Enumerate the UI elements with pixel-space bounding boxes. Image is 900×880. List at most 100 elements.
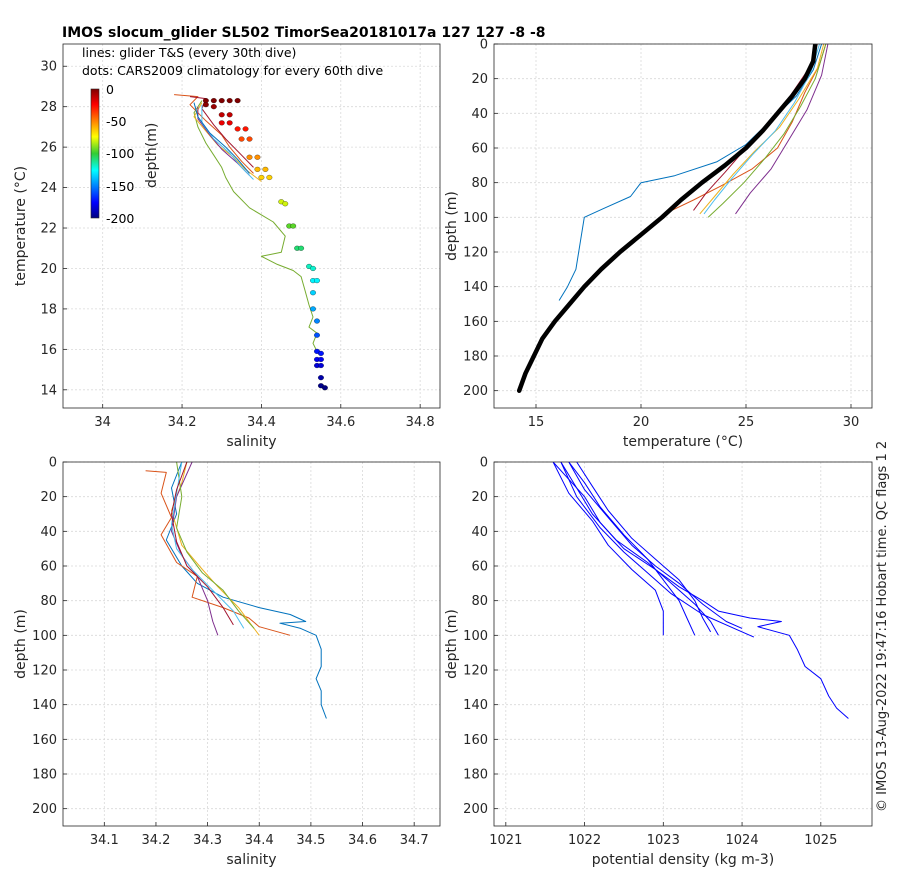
y-tick-label: 80 [471,176,488,191]
series-line [560,462,755,638]
y-tick-label: 140 [463,280,488,295]
y-tick-label: 160 [463,733,488,748]
y-tick-label: 120 [32,664,57,679]
y-axis-label: depth (m) [444,609,460,679]
x-tick-label: 34 [94,415,111,430]
plot-area [145,462,327,719]
climatology-dot [226,112,233,118]
colorbar-label: depth(m) [144,123,160,188]
x-tick-label: 1022 [568,833,601,848]
climatology-dot [258,174,265,181]
series-line [193,102,250,174]
colorbar-tick: 0 [106,82,114,97]
axes-frame [62,461,441,827]
y-tick-label: 40 [471,107,488,122]
y-tick-label: 140 [32,698,57,713]
x-axis-label: salinity [226,434,276,450]
colorbar-tick: -200 [106,211,134,226]
x-tick-label: 34.7 [400,833,429,848]
climatology-dot [282,201,289,207]
series-line [576,462,712,633]
series-line [552,462,664,636]
x-tick-label: 1021 [489,833,522,848]
x-tick-label: 34.2 [168,415,197,430]
y-tick-label: 100 [32,629,57,644]
series-line [193,100,318,352]
y-tick-label: 160 [32,733,57,748]
y-tick-label: 60 [40,560,57,575]
x-tick-label: 20 [633,415,650,430]
series-line [165,462,327,719]
y-tick-label: 26 [40,141,57,156]
series-line [707,44,827,218]
panel-temperature-depth: 15 20 25 30 0 20 40 60 80 100 120 140 160 180 200 tempe… [444,38,873,450]
y-tick-label: 180 [463,350,488,365]
climatology-dot [234,126,241,132]
y-tick-label: 0 [480,38,488,53]
y-tick-label: 200 [463,802,488,817]
climatology-dot [226,120,233,126]
series-line [145,470,291,636]
y-tick-label: 16 [40,343,57,358]
climatology-dot [210,104,217,110]
series-line [703,44,820,215]
climatology-dot [317,375,324,381]
axes-frame [493,461,873,827]
x-tick-label: 30 [843,415,860,430]
plot-area [552,462,849,719]
x-tick-label: 34.6 [326,415,355,430]
climatology-dot [266,174,273,181]
x-tick-label: 1024 [726,833,759,848]
climatology-dot [317,362,324,369]
climatology-dot [309,265,317,272]
series-line [174,94,254,174]
axes-frame [493,43,873,409]
y-tick-label: 14 [40,383,57,398]
colorbar-gradient [90,88,100,219]
climatology-line [516,44,818,393]
y-axis-label: temperature (°C) [13,166,29,286]
y-tick-label: 200 [463,384,488,399]
x-tick-label: 34.8 [406,415,435,430]
climatology-dot [210,97,217,104]
y-axis-label: depth (m) [13,609,29,679]
series-line [176,462,255,629]
legend-dots-text: dots: CARS2009 climatology for every 60t… [82,63,383,78]
x-tick-label: 1023 [647,833,680,848]
climatology-dot [202,102,209,108]
y-tick-label: 22 [40,222,57,237]
climatology-dot [321,385,328,391]
climatology-dot [313,318,321,324]
y-tick-label: 20 [471,72,488,87]
y-tick-label: 200 [32,802,57,817]
x-tick-label: 34.5 [296,833,325,848]
panel-density-depth: 1021 1022 1023 1024 1025 0 20 40 60 80 100 120 140 16… [444,456,873,868]
y-tick-label: 100 [463,629,488,644]
climatology-dot [309,306,317,312]
colorbar-tick: -150 [106,179,134,194]
x-tick-label: 15 [528,415,545,430]
climatology-dot [246,136,253,142]
x-tick-label: 34.6 [348,833,377,848]
climatology-dot [313,332,321,338]
y-tick-label: 140 [463,698,488,713]
colorbar: 0 -50 -100 -150 -200 depth(m) [90,82,160,226]
climatology-dot [317,350,324,357]
y-tick-label: 80 [40,594,57,609]
y-tick-label: 120 [463,664,488,679]
climatology-dot [254,154,261,160]
x-tick-label: 25 [738,415,755,430]
climatology-dot [226,97,233,104]
colorbar-tick: -50 [106,114,126,129]
y-tick-label: 20 [40,262,57,277]
climatology-dot [218,120,225,126]
climatology-dot [234,97,241,104]
x-tick-label: 34.4 [245,833,274,848]
y-axis-label: depth (m) [444,191,460,261]
y-tick-label: 180 [463,768,488,783]
plot-area [174,94,328,391]
climatology-dot [254,166,261,173]
legend-lines-text: lines: glider T&S (every 30th dive) [82,45,296,60]
y-tick-label: 20 [40,490,57,505]
x-tick-label: 34.1 [90,833,119,848]
